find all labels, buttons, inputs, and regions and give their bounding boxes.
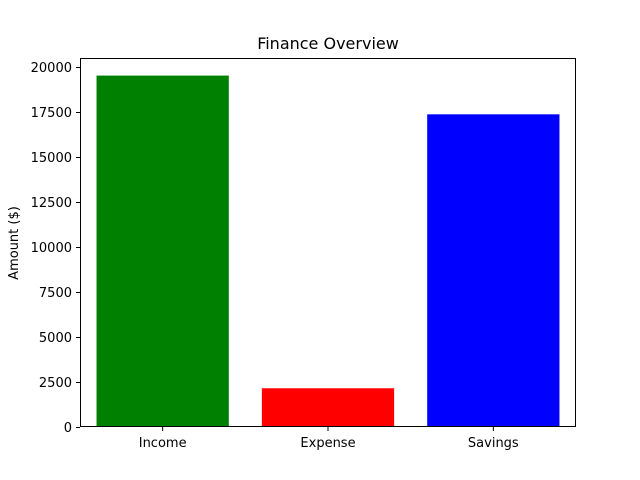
y-tick-label: 7500 [39, 286, 72, 301]
y-tick-label: 2500 [39, 376, 72, 391]
bar-expense [261, 388, 395, 427]
y-tick-label: 17500 [31, 106, 72, 121]
y-axis-ticks: 0 2500 5000 7500 10000 12500 15000 17500 20000 [31, 61, 80, 436]
bars-group [96, 75, 560, 428]
x-axis-ticks: Income Expense Savings [139, 427, 519, 451]
y-tick-label: 5000 [39, 331, 72, 346]
bar-income [96, 75, 229, 428]
y-tick-label: 20000 [31, 61, 72, 76]
x-tick-label: Savings [468, 436, 519, 451]
y-axis-label: Amount ($) [7, 206, 22, 280]
y-tick-label: 0 [64, 421, 72, 436]
y-tick-label: 15000 [31, 151, 72, 166]
x-tick-label: Income [139, 436, 187, 451]
y-tick-label: 10000 [31, 241, 72, 256]
plot-frame [80, 58, 576, 427]
chart-title: Finance Overview [257, 34, 399, 53]
x-tick-label: Expense [300, 436, 355, 451]
y-tick-label: 12500 [31, 196, 72, 211]
bar-savings [427, 114, 560, 428]
